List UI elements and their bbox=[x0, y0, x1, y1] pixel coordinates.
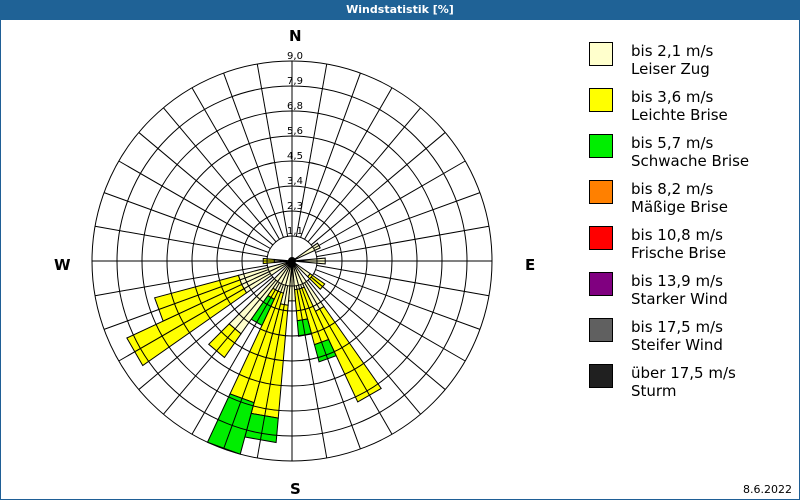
wind-rose-chart: 1,1 2,3 3,4 4,5 5,6 6,8 7,9 9,0 bbox=[91, 51, 493, 462]
grid-spoke bbox=[315, 192, 481, 253]
legend-range: bis 8,2 m/s bbox=[631, 180, 714, 198]
grid-spoke bbox=[138, 276, 274, 390]
grid-spoke bbox=[138, 132, 274, 246]
grid-spoke bbox=[313, 273, 466, 362]
legend-name: Leichte Brise bbox=[631, 106, 728, 124]
legend-name: Steifer Wind bbox=[631, 336, 723, 354]
legend-swatch bbox=[589, 180, 613, 204]
legend-swatch bbox=[589, 272, 613, 296]
legend-name: Schwache Brise bbox=[631, 152, 750, 170]
grid-spoke bbox=[256, 63, 289, 237]
legend-name: Mäßige Brise bbox=[631, 198, 728, 216]
grid-spoke bbox=[307, 107, 421, 243]
grid-spoke bbox=[300, 284, 361, 450]
date-label: 8.6.2022 bbox=[743, 483, 792, 496]
radial-tick-label: 5,6 bbox=[287, 126, 303, 137]
grid-spoke bbox=[316, 264, 490, 297]
grid-spoke bbox=[295, 285, 328, 459]
legend-swatch bbox=[589, 226, 613, 250]
legend-swatch bbox=[589, 364, 613, 388]
radial-tick-label: 3,4 bbox=[287, 176, 303, 187]
legend-range: bis 3,6 m/s bbox=[631, 88, 714, 106]
grid-spoke bbox=[163, 279, 277, 415]
grid-spoke bbox=[94, 225, 268, 258]
radial-tick-label: 2,3 bbox=[287, 201, 303, 212]
grid-spoke bbox=[310, 276, 446, 390]
compass-east-label: E bbox=[525, 256, 536, 274]
legend-range: bis 2,1 m/s bbox=[631, 42, 714, 60]
legend-range: bis 5,7 m/s bbox=[631, 134, 714, 152]
legend-range: bis 17,5 m/s bbox=[631, 318, 723, 336]
grid-spoke bbox=[307, 279, 421, 415]
legend-name: Leiser Zug bbox=[631, 60, 710, 78]
grid-spoke bbox=[118, 160, 271, 249]
grid-spoke bbox=[304, 282, 393, 435]
legend-swatch bbox=[589, 42, 613, 66]
legend-name: Frische Brise bbox=[631, 244, 727, 262]
compass-north-label: N bbox=[289, 27, 302, 45]
radial-tick-label: 4,5 bbox=[287, 151, 303, 162]
legend-range: bis 13,9 m/s bbox=[631, 272, 723, 290]
grid-spoke bbox=[300, 72, 361, 238]
legend-range: bis 10,8 m/s bbox=[631, 226, 723, 244]
wind-sector bbox=[296, 318, 313, 337]
grid-spoke bbox=[103, 192, 269, 253]
legend-swatch bbox=[589, 318, 613, 342]
grid-spoke bbox=[315, 269, 481, 330]
grid-spoke bbox=[191, 282, 280, 435]
legend-name: Sturm bbox=[631, 382, 677, 400]
grid-spoke bbox=[163, 107, 277, 243]
grid-spoke bbox=[94, 264, 268, 297]
grid-spoke bbox=[256, 285, 289, 459]
radial-tick-label: 6,8 bbox=[287, 101, 303, 112]
legend-name: Starker Wind bbox=[631, 290, 728, 308]
legend-swatch bbox=[589, 134, 613, 158]
legend-swatch bbox=[589, 88, 613, 112]
wind-sector bbox=[313, 338, 337, 363]
compass-west-label: W bbox=[54, 256, 71, 274]
grid-spoke bbox=[295, 63, 328, 237]
grid-spoke bbox=[223, 284, 284, 450]
legend-range: über 17,5 m/s bbox=[631, 364, 736, 382]
grid-spoke bbox=[310, 132, 446, 246]
chart-title: Windstatistik [%] bbox=[0, 0, 800, 20]
grid-spoke bbox=[304, 87, 393, 240]
radial-tick-label: 9,0 bbox=[287, 51, 303, 62]
compass-south-label: S bbox=[290, 480, 301, 498]
grid-spoke bbox=[191, 87, 280, 240]
grid-spoke bbox=[118, 273, 271, 362]
grid-spoke bbox=[223, 72, 284, 238]
grid-spoke bbox=[103, 269, 269, 330]
radial-tick-label: 1,1 bbox=[287, 226, 303, 237]
radial-tick-label: 7,9 bbox=[287, 76, 303, 87]
grid-spoke bbox=[316, 225, 490, 258]
grid-spoke bbox=[313, 160, 466, 249]
